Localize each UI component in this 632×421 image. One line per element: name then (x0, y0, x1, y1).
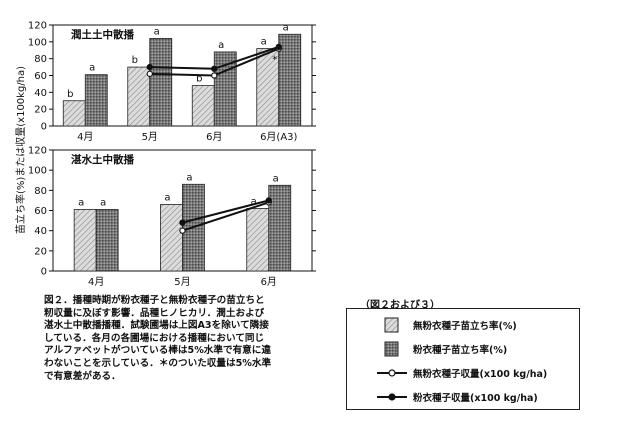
x-tick-label: 5月 (174, 276, 190, 288)
yield-line-coated (182, 199, 269, 224)
bar-uncoated (127, 66, 151, 127)
bar-coated (84, 74, 108, 127)
yield-point-coated (275, 43, 282, 51)
legend-label: 無粉衣種子収量(x100 kg/ha) (413, 369, 548, 380)
x-tick-label: 6月(A3) (260, 131, 297, 143)
bar-coated (95, 209, 119, 272)
dark-bar-swatch-icon (384, 341, 399, 357)
y-tick-label: 40 (34, 88, 47, 99)
bar-coated (268, 184, 292, 272)
legend-item-open-line: 無粉衣種子収量(x100 kg/ha) (347, 363, 579, 383)
bar-coated (278, 33, 302, 127)
y-tick-label: 100 (28, 166, 47, 177)
bar-coated (213, 51, 237, 127)
y-tick-label: 80 (34, 186, 47, 197)
yield-point-coated (146, 63, 153, 71)
significance-letter: a (164, 192, 170, 203)
x-tick-label: 4月 (77, 131, 93, 143)
bar-coated (149, 38, 173, 127)
significance-letter: a (218, 40, 224, 51)
y-tick-label: 80 (34, 54, 47, 65)
legend-item-dark-bar: 粉衣種子苗立ち率(%) (347, 339, 579, 359)
significance-letter: a (89, 63, 95, 74)
open-circle-line-icon (377, 369, 407, 377)
y-tick-label: 100 (28, 37, 47, 48)
significance-letter: b (67, 89, 73, 100)
filled-circle-line-icon (377, 393, 407, 401)
x-tick-label: 6月 (261, 276, 277, 288)
significance-letter: a (186, 172, 192, 183)
y-tick-label: 120 (28, 21, 47, 32)
y-tick-label: 20 (34, 246, 47, 257)
significance-letter: a (261, 37, 267, 48)
legend-title: （図２および３） (360, 300, 440, 311)
x-tick-label: 4月 (88, 276, 104, 288)
yield-point-uncoated (179, 227, 186, 234)
bar-uncoated (62, 100, 86, 127)
legend-label: 粉衣種子苗立ち率(%) (413, 345, 508, 356)
y-tick-label: 60 (34, 206, 47, 217)
significance-letter: a (283, 22, 289, 33)
bar-uncoated (191, 85, 215, 127)
panel-title: 潤土土中散播 (71, 28, 134, 41)
light-bar-swatch-icon (384, 317, 399, 333)
x-tick-label: 6月 (206, 131, 222, 143)
y-tick-label: 60 (34, 71, 47, 82)
significance-letter: a (154, 26, 160, 37)
y-tick-label: 20 (34, 105, 47, 116)
figure-caption: 図２．播種時期が粉衣種子と無粉衣種子の苗立ちと 籾収量に及ぼす影響．品種ヒノヒカ… (44, 295, 272, 382)
legend-label: 粉衣種子収量(x100 kg/ha) (413, 393, 538, 404)
yield-line-uncoated (182, 201, 270, 232)
y-tick-label: 120 (28, 146, 47, 157)
yield-point-coated (179, 219, 186, 226)
legend: 無粉衣種子苗立ち率(%) 粉衣種子苗立ち率(%) 無粉衣種子収量(x100 kg… (346, 308, 580, 410)
significance-letter: b (132, 55, 138, 66)
significance-letter: a (273, 173, 279, 184)
yield-point-coated (265, 197, 272, 204)
significance-letter: a (78, 197, 84, 208)
y-axis-label: 苗立ち率(%)または収量(x100kg/ha) (14, 66, 27, 234)
yield-point-uncoated (211, 72, 218, 79)
yield-point-coated (211, 65, 218, 72)
y-tick-label: 40 (34, 226, 47, 237)
x-tick-label: 5月 (142, 131, 158, 143)
yield-point-uncoated (146, 70, 153, 77)
legend-item-light-bar: 無粉衣種子苗立ち率(%) (347, 315, 579, 335)
significance-letter: b (196, 74, 202, 85)
significance-star: * (272, 55, 277, 66)
significance-letter: a (100, 197, 106, 208)
panel-title: 湛水土中散播 (71, 153, 134, 166)
significance-letter: a (251, 196, 257, 207)
bar-uncoated (160, 204, 183, 272)
y-tick-label: 0 (41, 122, 47, 133)
bar-uncoated (73, 209, 97, 272)
legend-item-filled-line: 粉衣種子収量(x100 kg/ha) (347, 387, 579, 407)
y-tick-label: 0 (41, 267, 47, 278)
bar-uncoated (246, 208, 270, 272)
legend-label: 無粉衣種子苗立ち率(%) (413, 321, 517, 332)
